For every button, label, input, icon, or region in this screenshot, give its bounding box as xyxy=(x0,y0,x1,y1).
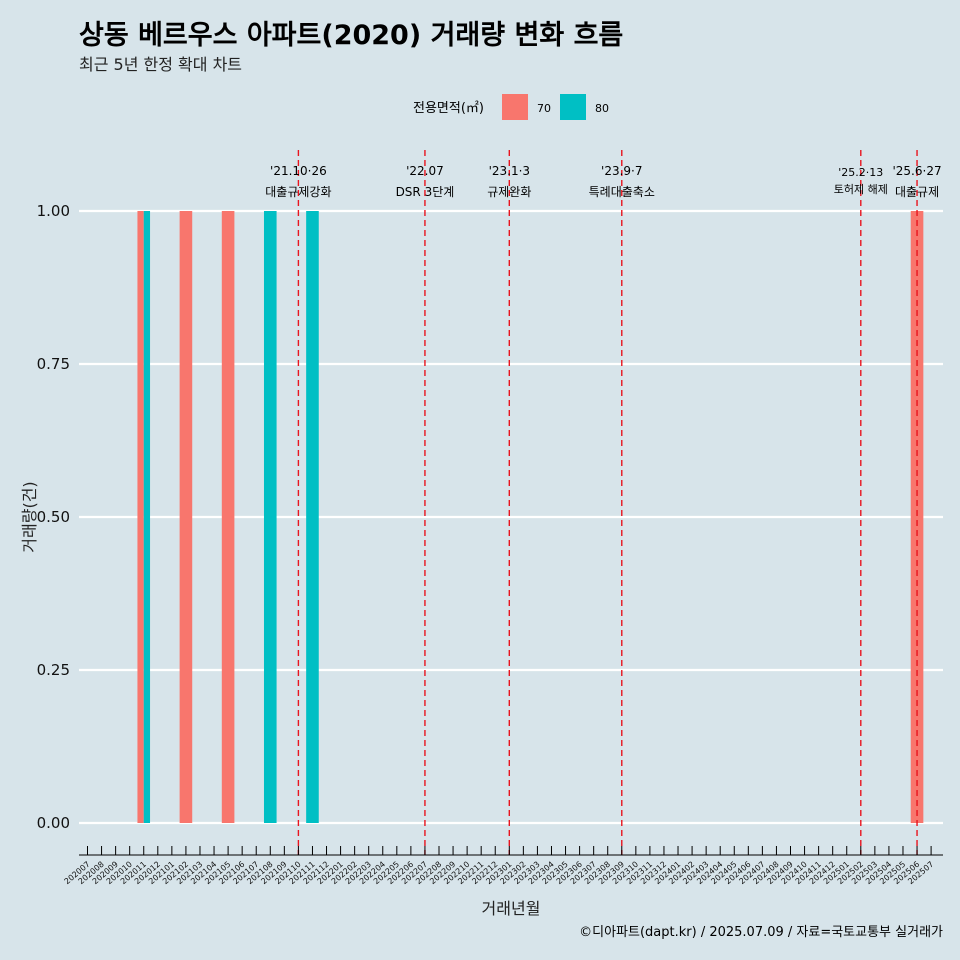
y-tick-label: 0.75 xyxy=(37,355,70,373)
legend-label-80: 80 xyxy=(595,102,609,115)
bar-70-202011 xyxy=(137,211,144,823)
legend-swatch-80 xyxy=(560,94,586,120)
y-tick-label: 0.00 xyxy=(37,814,70,832)
chart-subtitle: 최근 5년 한정 확대 차트 xyxy=(79,55,242,74)
event-label: 토허제 해제 xyxy=(834,182,888,196)
y-axis-ticks: 0.00 0.25 0.50 0.75 1.00 xyxy=(37,202,70,832)
annotations: '21.10·26 대출규제강화 '22.07 DSR 3단계 '23.1·3 규제완화 '… xyxy=(265,150,942,855)
bars xyxy=(137,211,924,823)
bar-80-202111 xyxy=(306,211,319,823)
event-date-label: '23.9·7 xyxy=(601,164,642,178)
bar-80-202011 xyxy=(143,211,151,823)
y-tick-label: 0.25 xyxy=(37,661,70,679)
legend: 전용면적(㎡) 70 80 xyxy=(413,94,609,120)
event-label: DSR 3단계 xyxy=(396,185,455,199)
bar-80-202108 xyxy=(263,211,277,823)
legend-label-70: 70 xyxy=(537,102,551,115)
event-label: 대출규제강화 xyxy=(265,185,331,199)
event-label: 대출규제 xyxy=(895,185,939,199)
y-tick-label: 1.00 xyxy=(37,202,70,220)
y-axis-label: 거래량(건) xyxy=(20,481,39,552)
event-date-label: '25.2·13 xyxy=(838,166,883,179)
event-label: 규제완화 xyxy=(487,185,531,199)
x-axis: 2020072020082020092020102020112020122021… xyxy=(63,846,943,886)
event-date-label: '21.10·26 xyxy=(270,164,327,178)
bar-70-202102 xyxy=(179,211,193,823)
legend-title: 전용면적(㎡) xyxy=(413,101,484,116)
event-date-label: '22.07 xyxy=(406,164,444,178)
x-axis-label: 거래년월 xyxy=(482,899,541,918)
event-date-label: '25.6·27 xyxy=(892,164,941,178)
caption: ©디아파트(dapt.kr) / 2025.07.09 / 자료=국토교통부 실… xyxy=(579,925,943,940)
y-tick-label: 0.50 xyxy=(37,508,70,526)
bar-70-202105 xyxy=(221,211,235,823)
chart-title: 상동 베르우스 아파트(2020) 거래량 변화 흐름 xyxy=(79,20,623,51)
event-date-label: '23.1·3 xyxy=(489,164,530,178)
bar-70-202506 xyxy=(910,211,924,823)
event-label: 특례대출축소 xyxy=(589,185,655,199)
legend-swatch-70 xyxy=(502,94,528,120)
gridlines xyxy=(79,209,943,825)
